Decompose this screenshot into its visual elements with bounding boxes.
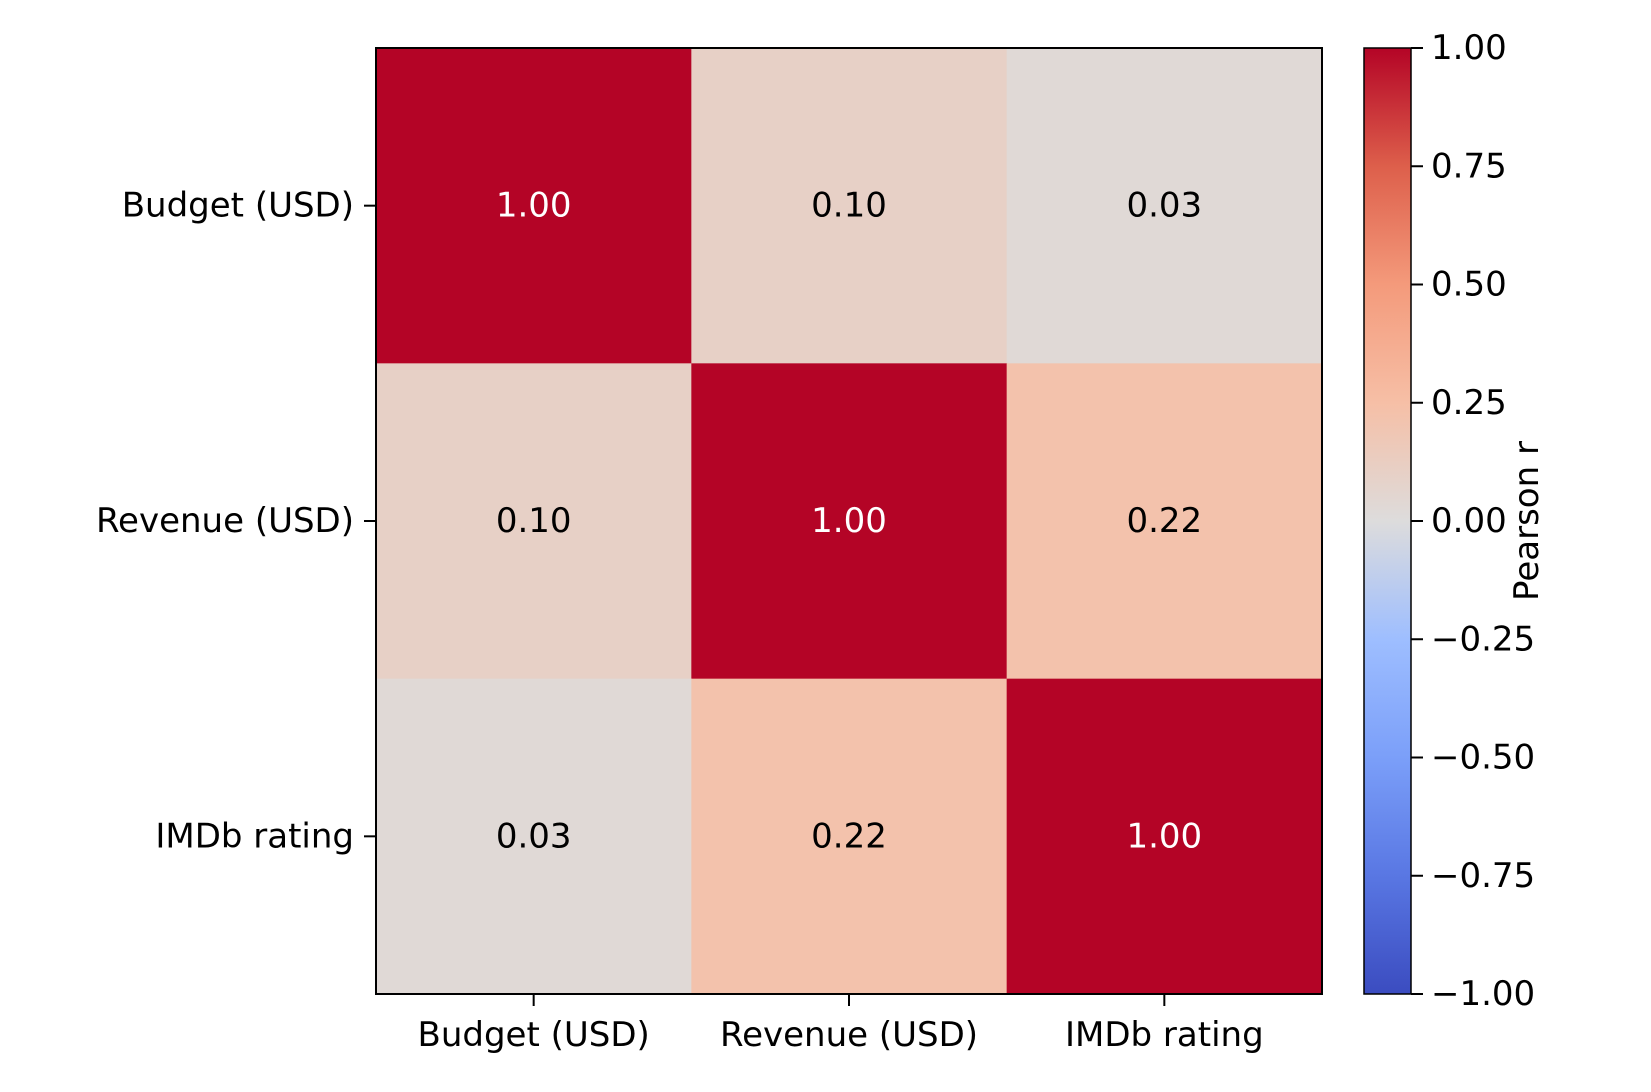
colorbar-tick-label: 0.00 <box>1431 501 1507 541</box>
colorbar-gradient <box>1363 47 1412 995</box>
colorbar-tick-label: 1.00 <box>1431 28 1507 68</box>
cell-value-label: 0.22 <box>811 816 887 856</box>
cell-value-label: 0.03 <box>496 816 572 856</box>
cell-value-label: 0.22 <box>1126 501 1202 541</box>
colorbar: 1.00 0.75 0.50 0.25 0.00 −0.25 −0.50 −0.75 −1.00… <box>1363 28 1547 1014</box>
x-tick-label: Budget (USD) <box>418 1015 650 1055</box>
cell-value-label: 1.00 <box>496 186 572 226</box>
x-tick-label: Revenue (USD) <box>720 1015 978 1055</box>
colorbar-tick-label: 0.25 <box>1431 383 1507 423</box>
colorbar-tick-label: −0.75 <box>1431 856 1535 896</box>
colorbar-tick-label: −0.25 <box>1431 619 1535 659</box>
heatmap-cell <box>691 48 1008 364</box>
cell-value-label: 0.10 <box>811 186 887 226</box>
heatmap-cell <box>691 363 1008 680</box>
colorbar-tick-label: −0.50 <box>1431 738 1535 778</box>
heatmap-cells <box>376 48 1323 995</box>
heatmap-cell <box>376 678 692 995</box>
x-tick-label: IMDb rating <box>1065 1015 1264 1055</box>
cell-value-label: 0.10 <box>496 501 572 541</box>
colorbar-ticks: 1.00 0.75 0.50 0.25 0.00 −0.25 −0.50 −0.75 −1.00 <box>1411 28 1535 1014</box>
heatmap-cell <box>376 48 692 364</box>
colorbar-tick-label: −1.00 <box>1431 974 1535 1014</box>
y-tick-label: Budget (USD) <box>122 186 354 226</box>
heatmap-cell <box>1006 363 1323 680</box>
cell-value-label: 1.00 <box>1126 816 1202 856</box>
heatmap-cell <box>1006 48 1323 364</box>
colorbar-tick-label: 0.50 <box>1431 265 1507 305</box>
y-axis: Budget (USD) Revenue (USD) IMDb rating <box>96 186 376 856</box>
heatmap-cell-labels: 1.00 0.10 0.03 0.10 1.00 0.22 0.03 0.22 1.00 <box>496 186 1202 857</box>
cell-value-label: 1.00 <box>811 501 887 541</box>
y-tick-label: IMDb rating <box>155 816 354 856</box>
x-axis: Budget (USD) Revenue (USD) IMDb rating <box>418 994 1264 1055</box>
y-tick-label: Revenue (USD) <box>96 501 354 541</box>
heatmap-cell <box>691 678 1008 995</box>
colorbar-tick-label: 0.75 <box>1431 146 1507 186</box>
cell-value-label: 0.03 <box>1126 186 1202 226</box>
heatmap-cell <box>1006 678 1323 995</box>
colorbar-label: Pearson r <box>1507 441 1547 601</box>
heatmap-cell <box>376 363 692 680</box>
